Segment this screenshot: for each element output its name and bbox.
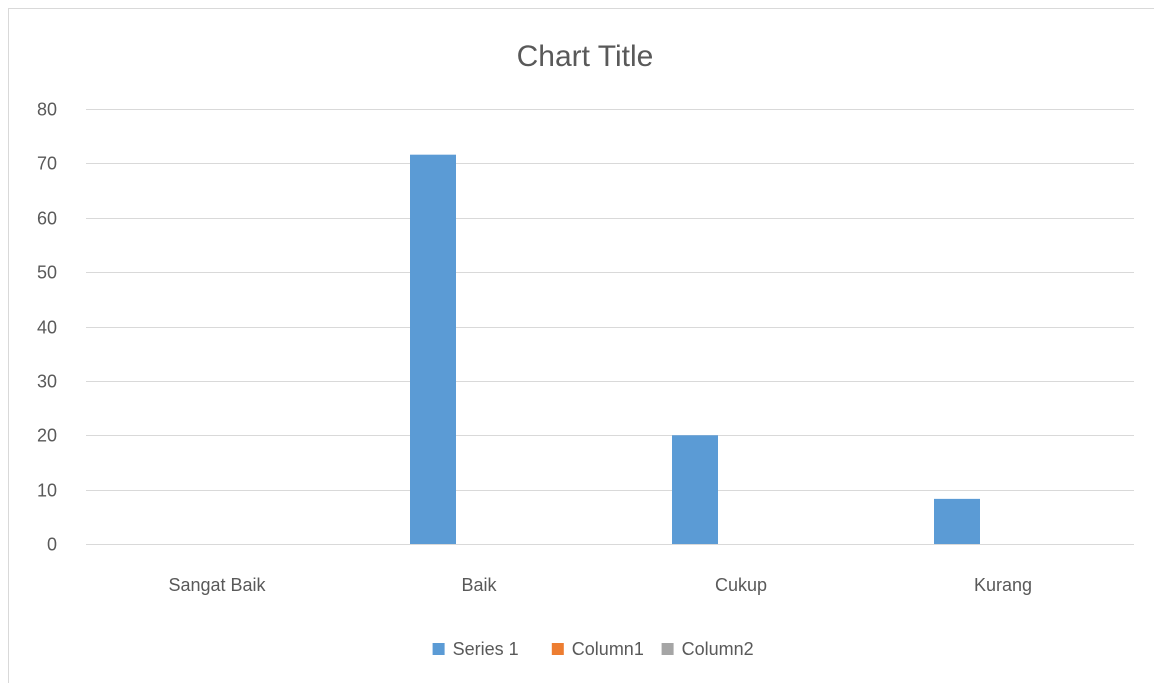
y-tick-label: 20 [37,426,57,446]
legend-label: Column2 [682,639,754,659]
legend-swatch [551,643,564,655]
legend: Series 1 Column1 Column2 [432,639,754,659]
y-tick-label: 30 [37,372,57,392]
x-category-label: Baik [461,575,497,595]
y-axis-ticks: 0 10 20 30 40 50 60 70 80 [37,100,57,555]
y-tick-label: 70 [37,154,57,174]
x-axis-categories: Sangat Baik Baik Cukup Kurang [168,575,1032,595]
x-category-label: Sangat Baik [168,575,266,595]
y-tick-label: 0 [47,535,57,555]
legend-swatch [432,643,445,655]
x-category-label: Cukup [715,575,767,595]
y-tick-label: 50 [37,263,57,283]
y-tick-label: 40 [37,318,57,338]
y-tick-label: 10 [37,481,57,501]
bar-series-1-baik [410,154,456,545]
chart-frame [8,8,1154,683]
bar-series-1-cukup [672,435,718,544]
gridlines [86,109,1134,545]
legend-label: Column1 [572,639,644,659]
chart-title: Chart Title [517,40,654,73]
y-tick-label: 60 [37,209,57,229]
bars [410,154,980,545]
legend-swatch [661,643,674,655]
bar-series-1-kurang [934,498,980,544]
x-category-label: Kurang [974,575,1032,595]
legend-label: Series 1 [453,639,519,659]
y-tick-label: 80 [37,100,57,120]
